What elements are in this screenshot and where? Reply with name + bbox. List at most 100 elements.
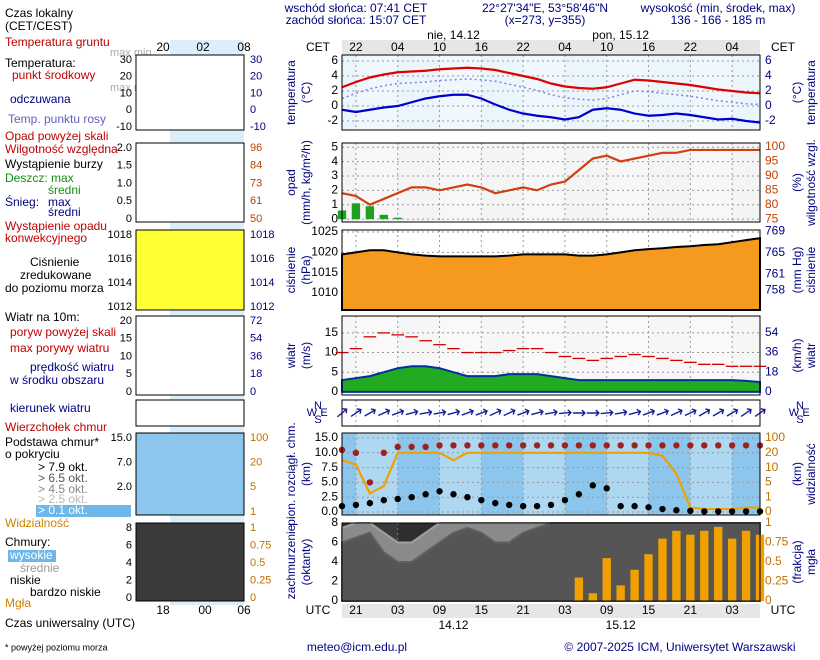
y2-tick-label: 85 [765,182,779,196]
x-tick-label-top: 22 [349,40,363,54]
mini-panel [135,229,245,311]
dot [478,496,485,504]
y-axis-label: (mm/h, kg/m²/h) [299,140,313,225]
y-tick-label: 0 [331,211,338,225]
bar [574,577,584,601]
legend-label: max porywy wiatru [10,341,109,355]
coords: 22°27'34"E, 53°58'46"N [482,1,608,15]
y2-tick-label: 18 [765,364,779,378]
dot [464,442,471,449]
mini-tick-left: 10 [120,87,132,99]
time-band [690,400,733,426]
y2-axis-label: (%) [790,173,804,192]
dot [422,491,429,498]
y2-tick-label: 765 [765,245,785,259]
mini-tick-right: 36 [250,350,262,362]
bar [393,217,402,220]
dot [673,507,680,514]
series-area [341,365,761,393]
mini-time-top: 08 [237,40,251,54]
mini-tick-right: 1016 [250,253,274,265]
time-band [523,433,565,515]
mini-tick-right: 0.75 [250,539,271,551]
legend-label: Podstawa chmur* [5,435,99,449]
mini-tick-left: 0 [126,213,132,225]
legend-label: Wystąpienie opadu [5,219,107,233]
email: meteo@icm.edu.pl [307,640,407,654]
y2-tick-label: 95 [765,154,779,168]
y-tick-label: 6 [331,535,338,549]
y-tick-label: 4 [331,154,338,168]
mini-tick-right: 20 [250,457,262,469]
date-top: pon, 15.12 [592,28,649,42]
bar [379,214,388,220]
y2-tick-label: 1 [765,515,772,529]
time-band [355,400,398,426]
legend-label: poryw powyżej skali [10,325,116,339]
wind-arrow [517,408,530,416]
dot [408,443,415,451]
bar [644,554,653,601]
mini-tick-right: 84 [250,160,262,172]
y-tick-label: 15 [325,325,339,339]
mini-tick-right: 50 [250,213,262,225]
mini-tick-right: 72 [250,315,262,327]
mini-tick-left: 0 [126,104,132,116]
y-axis-label: ciśnienie [284,246,298,293]
wind-arrow [405,408,419,416]
bar [727,538,737,601]
mini-tick-left: 8 [126,522,132,534]
dot [352,501,360,509]
y2-tick-label: 758 [765,283,785,297]
x-tick-label-bottom: 15 [642,603,656,617]
y-axis-label: (°C) [299,82,313,103]
top-axis-bar [342,40,760,55]
dot [394,495,401,503]
panel-frame [341,522,761,602]
time-band [355,143,398,222]
mini-tick-left: 1014 [108,277,132,289]
dot [589,442,596,449]
mini-tick-right: 1014 [250,277,274,289]
mini-tick-left: 1.5 [117,160,132,172]
y2-axis-label: (frakcja) [790,540,804,583]
mini-tick-right: 20 [250,71,262,83]
y-axis-label: (m/s) [299,342,313,369]
compass-letter: W [789,407,800,419]
wind-arrow [586,409,600,417]
y-tick-label: 1015 [311,265,338,279]
x-tick-label-bottom: 15 [475,603,489,617]
legend-label: Wiatr na 10m: [5,310,80,324]
dot [394,443,401,451]
mini-panel [135,399,245,427]
panel-frame [341,399,761,427]
legend-label: Mgła [5,596,31,610]
time-band [439,143,482,222]
wind-arrow [684,408,697,417]
x-tick-label-bottom: 03 [558,603,572,617]
panel-frame [341,54,761,131]
dot [728,508,736,515]
panel-frame [341,315,761,396]
y-tick-label: 6 [331,53,338,67]
y2-tick-label: 0.5 [765,554,782,568]
dot [659,505,666,513]
bar [686,534,695,601]
legend-label: w środku obszaru [9,373,104,387]
date-bottom: 14.12 [438,618,468,632]
wind-arrow [350,408,362,418]
x-tick-label-top: 04 [725,40,739,54]
mini-tick-right: 0 [250,592,256,604]
legend-label: (CET/CEST) [5,19,72,33]
dot [631,442,638,449]
y-tick-label: 2 [331,183,338,197]
dot [575,491,583,498]
mini-tick-left: 2 [126,574,132,586]
y2-tick-label: 4 [765,68,772,82]
dot [728,442,736,449]
y2-axis-label: (mm Hg) [790,247,804,294]
dot [436,488,443,495]
legend-label: > 0.1 okt. [38,503,88,517]
y-tick-label: 1010 [311,285,338,299]
compass-letter: E [320,407,327,419]
